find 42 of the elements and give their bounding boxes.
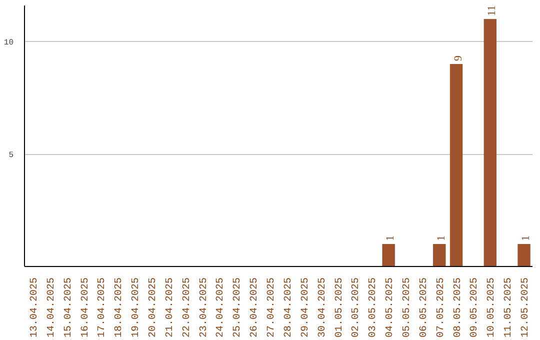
bar <box>433 244 446 266</box>
x-tick-label: 13.04.2025 <box>29 277 40 338</box>
x-tick-label: 08.05.2025 <box>452 277 464 338</box>
x-tick-label: 17.04.2025 <box>97 277 108 338</box>
x-tick-label: 25.04.2025 <box>232 277 244 338</box>
x-tick-label: 11.05.2025 <box>504 277 515 338</box>
data-label: 1 <box>384 236 397 241</box>
x-tick-label: 14.04.2025 <box>46 277 58 338</box>
x-tick-label: 27.04.2025 <box>266 277 278 338</box>
bar <box>518 244 530 266</box>
x-tick-label: 28.04.2025 <box>283 277 294 338</box>
x-tick-label: 30.04.2025 <box>317 277 328 338</box>
x-tick-label: 24.04.2025 <box>216 277 227 338</box>
x-tick-label: 07.05.2025 <box>436 277 447 338</box>
data-label: 1 <box>520 236 532 241</box>
x-tick-label: 05.05.2025 <box>402 277 413 338</box>
x-tick-label: 03.05.2025 <box>368 277 380 338</box>
bar <box>484 19 497 266</box>
x-tick-label: 12.05.2025 <box>520 277 532 338</box>
x-tick-label: 20.04.2025 <box>148 277 159 338</box>
x-tick-label: 06.05.2025 <box>418 277 430 338</box>
x-tick-label: 16.04.2025 <box>80 277 92 338</box>
x-tick-label: 04.05.2025 <box>385 277 396 338</box>
data-label: 11 <box>486 5 498 16</box>
x-tick-label: 09.05.2025 <box>470 277 481 338</box>
bar <box>450 64 463 266</box>
x-tick-label: 15.04.2025 <box>63 277 74 338</box>
x-tick-label: 01.05.2025 <box>334 277 346 338</box>
y-tick-label: 10 <box>4 38 14 48</box>
x-tick-label: 10.05.2025 <box>486 277 498 338</box>
x-tick-label: 19.04.2025 <box>131 277 142 338</box>
x-tick-label: 18.04.2025 <box>114 277 126 338</box>
data-label: 9 <box>452 55 464 61</box>
x-tick-label: 21.04.2025 <box>164 277 176 338</box>
y-tick-label: 5 <box>8 151 14 160</box>
x-tick-label: 22.04.2025 <box>182 277 193 338</box>
x-tick-label: 02.05.2025 <box>351 277 362 338</box>
x-tick-label: 26.04.2025 <box>250 277 261 338</box>
data-label: 1 <box>435 236 448 241</box>
bar <box>382 244 395 266</box>
x-tick-label: 29.04.2025 <box>300 277 312 338</box>
x-tick-label: 23.04.2025 <box>198 277 210 338</box>
